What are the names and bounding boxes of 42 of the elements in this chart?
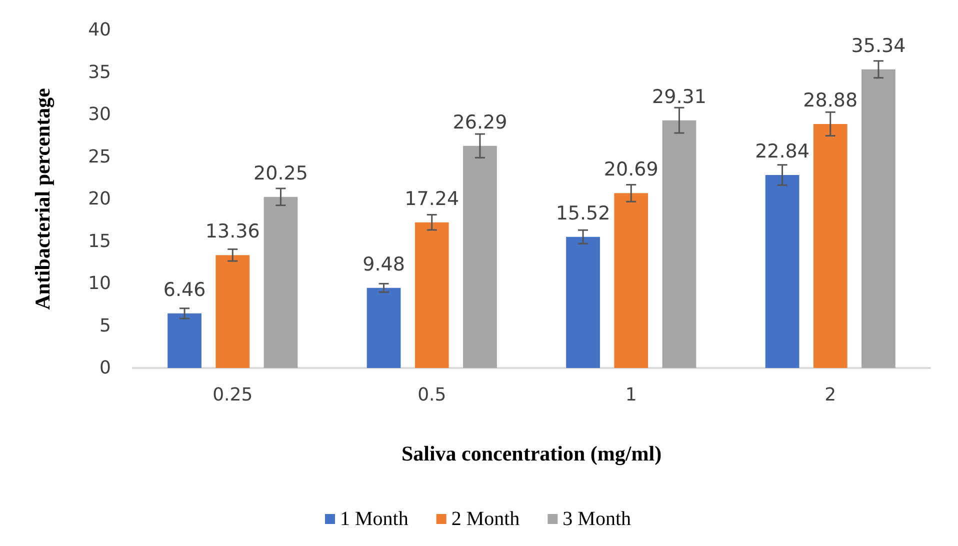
- data-label: 15.52: [556, 202, 610, 224]
- y-tick-label: 10: [88, 273, 111, 294]
- data-label: 6.46: [163, 278, 206, 301]
- data-label: 28.88: [803, 89, 858, 112]
- legend-label: 1 Month: [340, 508, 408, 530]
- y-tick-label: 25: [88, 146, 111, 168]
- y-tick-label: 15: [88, 230, 111, 252]
- x-tick-label: 1: [625, 384, 637, 406]
- y-axis-title: Antibacterial percentage: [30, 88, 54, 310]
- data-label: 13.36: [205, 220, 260, 243]
- bar: [765, 175, 800, 368]
- y-tick-label: 35: [88, 62, 111, 83]
- bar: [813, 124, 848, 368]
- data-label: 9.48: [362, 253, 405, 276]
- y-tick-label: 40: [88, 20, 111, 40]
- data-label: 20.69: [604, 158, 658, 181]
- bar: [566, 236, 600, 368]
- bar: [662, 120, 696, 368]
- y-tick-label: 30: [88, 104, 111, 125]
- legend-label: 3 Month: [562, 508, 632, 530]
- legend-label: 2 Month: [451, 508, 520, 530]
- data-label: 17.24: [404, 188, 460, 210]
- data-label: 35.34: [851, 34, 906, 57]
- y-tick-label: 5: [100, 315, 111, 336]
- data-label: 22.84: [755, 140, 810, 162]
- data-label: 26.29: [452, 111, 508, 134]
- x-axis-title: Saliva concentration (mg/ml): [401, 442, 662, 466]
- x-tick-label: 2: [824, 384, 836, 406]
- x-tick-label: 0.5: [418, 384, 446, 406]
- bar: [168, 313, 202, 368]
- bar: [366, 288, 401, 368]
- y-tick-label: 0: [100, 358, 111, 378]
- bar: [216, 255, 250, 368]
- data-label: 29.31: [652, 86, 706, 108]
- bar: [862, 69, 896, 368]
- data-label: 20.25: [254, 162, 308, 184]
- x-tick-label: 0.25: [212, 384, 253, 406]
- y-tick-label: 20: [88, 188, 111, 210]
- bar: [463, 146, 497, 368]
- bar: [264, 196, 298, 368]
- bar: [614, 193, 648, 368]
- bar: [414, 222, 449, 368]
